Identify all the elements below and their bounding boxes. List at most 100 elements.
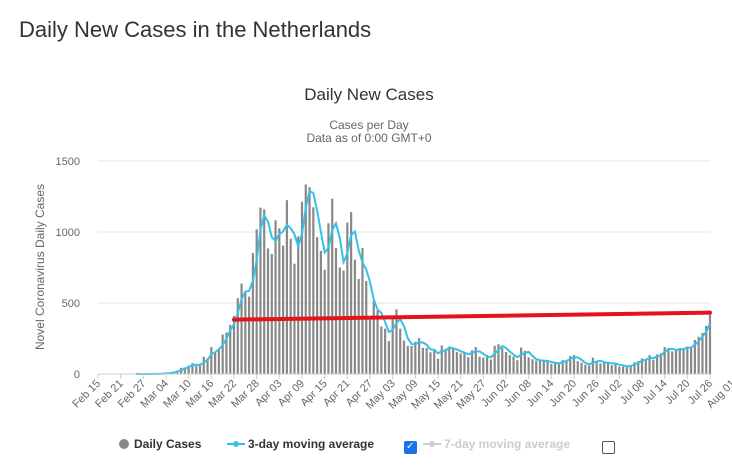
bar bbox=[467, 357, 470, 374]
bar bbox=[440, 345, 443, 374]
bar bbox=[357, 279, 360, 374]
bar bbox=[399, 328, 402, 374]
bar bbox=[240, 283, 243, 374]
bar bbox=[289, 238, 292, 374]
y-tick-label: 1500 bbox=[56, 156, 80, 168]
bar bbox=[584, 364, 587, 374]
bar bbox=[557, 363, 560, 374]
chart-title: Daily New Cases bbox=[304, 85, 433, 104]
bar bbox=[550, 363, 553, 374]
bar bbox=[686, 346, 689, 374]
bar bbox=[202, 356, 205, 374]
bar bbox=[418, 338, 421, 374]
bar bbox=[323, 269, 326, 374]
bar bbox=[648, 355, 651, 374]
bar bbox=[368, 317, 372, 374]
bar bbox=[387, 341, 390, 374]
bar bbox=[697, 336, 700, 374]
y-tick-label: 500 bbox=[62, 298, 80, 310]
bar bbox=[285, 200, 288, 374]
bar bbox=[606, 362, 610, 374]
bar bbox=[652, 359, 655, 374]
bar bbox=[569, 356, 572, 374]
line-dot-icon bbox=[227, 441, 245, 447]
bar bbox=[436, 358, 440, 374]
x-tick-label: Jul 20 bbox=[663, 378, 692, 407]
bar bbox=[508, 354, 511, 374]
bar bbox=[331, 198, 334, 374]
bar bbox=[538, 360, 542, 374]
checkbox-7-day-average[interactable] bbox=[602, 441, 615, 454]
y-axis-label: Novel Coronavirus Daily Cases bbox=[33, 184, 47, 350]
bar bbox=[531, 359, 534, 374]
bar bbox=[316, 237, 319, 374]
bar bbox=[384, 328, 387, 374]
bar bbox=[244, 292, 247, 374]
bar bbox=[504, 351, 508, 374]
bar bbox=[482, 357, 485, 374]
bar bbox=[198, 365, 202, 374]
bar bbox=[274, 220, 277, 374]
bar bbox=[391, 319, 394, 374]
x-tick-label: Jul 08 bbox=[618, 378, 647, 407]
bar bbox=[535, 360, 538, 374]
bar bbox=[667, 347, 670, 374]
legend-item-3-day-average[interactable]: 3-day moving average bbox=[226, 437, 374, 451]
bar bbox=[591, 357, 594, 374]
bar bbox=[297, 236, 300, 374]
bar bbox=[206, 358, 209, 374]
legend-item-7-day-average[interactable]: 7-day moving average bbox=[422, 437, 570, 451]
bar bbox=[705, 325, 708, 374]
bar bbox=[372, 301, 375, 374]
bar bbox=[225, 332, 228, 374]
bar bbox=[402, 340, 406, 374]
bar bbox=[304, 184, 307, 374]
legend-label-3-day-average: 3-day moving average bbox=[248, 437, 375, 451]
bar bbox=[618, 366, 621, 374]
bar bbox=[561, 360, 564, 374]
bar bbox=[516, 360, 519, 374]
bar bbox=[183, 367, 186, 374]
bar bbox=[191, 363, 194, 374]
bar bbox=[546, 361, 549, 374]
line-dot-icon bbox=[423, 441, 441, 447]
bar bbox=[376, 310, 379, 374]
x-tick-label: Jul 02 bbox=[595, 378, 624, 407]
bar bbox=[520, 347, 523, 374]
bar bbox=[232, 315, 236, 374]
circle-icon bbox=[119, 439, 129, 449]
bar bbox=[588, 365, 591, 374]
bar bbox=[210, 347, 213, 374]
bar bbox=[633, 362, 636, 374]
bar bbox=[270, 254, 273, 374]
bar bbox=[489, 359, 492, 374]
bar bbox=[595, 361, 598, 374]
bar bbox=[572, 355, 576, 374]
bar bbox=[625, 365, 628, 374]
bar bbox=[678, 348, 681, 374]
bar bbox=[300, 201, 304, 374]
bar bbox=[470, 350, 474, 374]
bar bbox=[599, 363, 602, 374]
bar bbox=[365, 280, 368, 374]
bar bbox=[580, 362, 583, 374]
bar bbox=[259, 207, 262, 374]
legend-item-daily-cases[interactable]: Daily Cases bbox=[118, 437, 201, 451]
bar bbox=[221, 334, 224, 374]
bar bbox=[554, 362, 557, 374]
bar bbox=[674, 350, 678, 374]
bar bbox=[425, 348, 428, 374]
bar bbox=[622, 366, 625, 374]
checkbox-3-day-average[interactable] bbox=[404, 441, 417, 454]
bar bbox=[350, 212, 353, 374]
bar bbox=[693, 339, 696, 374]
bar bbox=[251, 253, 254, 374]
legend: Daily Cases 3-day moving average 7-day m… bbox=[0, 434, 732, 458]
bar bbox=[282, 245, 285, 374]
bar bbox=[361, 248, 364, 374]
bar bbox=[527, 357, 530, 374]
bar bbox=[255, 229, 258, 374]
bar bbox=[663, 347, 666, 374]
bar bbox=[278, 228, 281, 374]
bar bbox=[603, 361, 606, 374]
